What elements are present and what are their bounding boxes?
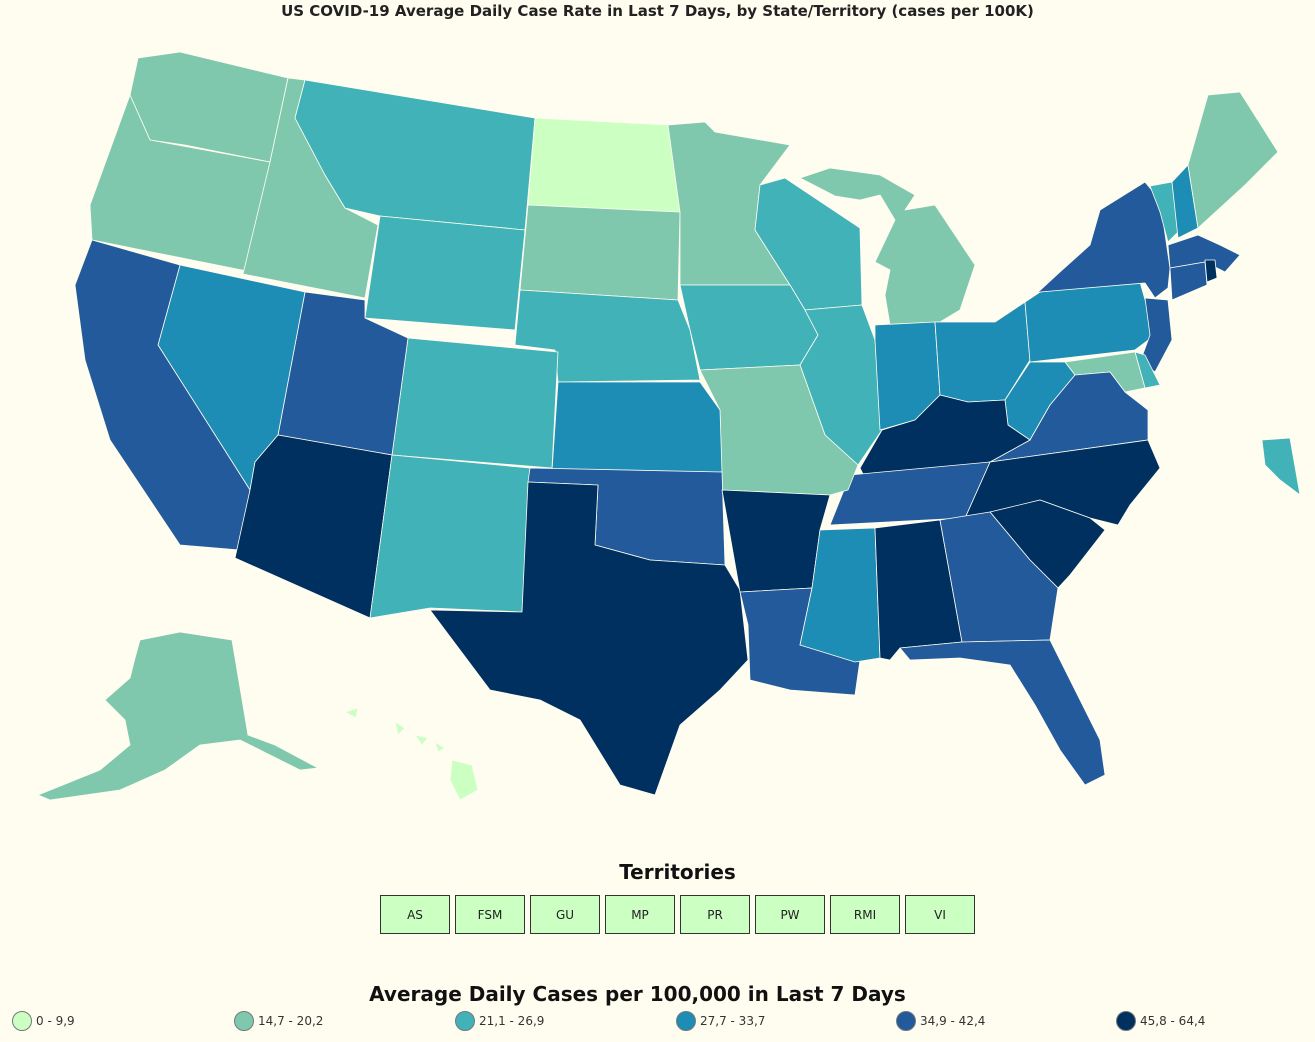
state-ND[interactable] (527, 117, 681, 213)
legend-item[interactable]: 0 - 9,9 (12, 1011, 75, 1031)
state-CT[interactable] (1169, 261, 1208, 301)
legend-item[interactable]: 14,7 - 20,2 (234, 1011, 323, 1031)
territory-button-fsm[interactable]: FSM (455, 895, 525, 934)
territories-row: AS FSM GU MP PR PW RMI VI (380, 895, 975, 934)
state-VT[interactable] (1149, 181, 1179, 243)
legend-label: 14,7 - 20,2 (258, 1014, 324, 1028)
state-NM[interactable] (369, 454, 531, 619)
legend-title: Average Daily Cases per 100,000 in Last … (369, 982, 906, 1006)
state-PA[interactable] (1024, 281, 1156, 363)
territory-button-gu[interactable]: GU (530, 895, 600, 934)
state-AZ[interactable] (234, 434, 393, 619)
territory-button-mp[interactable]: MP (605, 895, 675, 934)
territory-button-pr[interactable]: PR (680, 895, 750, 934)
state-AK[interactable] (37, 631, 319, 801)
territory-button-vi[interactable]: VI (905, 895, 975, 934)
state-ME[interactable] (1187, 91, 1279, 229)
legend-item[interactable]: 27,7 - 33,7 (676, 1011, 765, 1031)
state-CA[interactable] (74, 239, 251, 551)
legend-item[interactable]: 21,1 - 26,9 (455, 1011, 544, 1031)
state-TX[interactable] (429, 481, 749, 796)
legend-label: 27,7 - 33,7 (700, 1014, 766, 1028)
legend-swatch (12, 1011, 32, 1031)
territory-button-as[interactable]: AS (380, 895, 450, 934)
state-DC[interactable] (1261, 437, 1301, 496)
state-NJ[interactable] (1139, 297, 1173, 373)
territory-button-pw[interactable]: PW (755, 895, 825, 934)
us-choropleth-map (37, 51, 1301, 801)
territories-title: Territories (619, 860, 736, 884)
state-IA[interactable] (679, 284, 819, 371)
legend-item[interactable]: 34,9 - 42,4 (896, 1011, 985, 1031)
legend-swatch (676, 1011, 696, 1031)
legend-label: 45,8 - 64,4 (1140, 1014, 1206, 1028)
legend-label: 34,9 - 42,4 (920, 1014, 986, 1028)
territory-button-rmi[interactable]: RMI (830, 895, 900, 934)
state-NE[interactable] (514, 289, 701, 383)
legend-swatch (455, 1011, 475, 1031)
state-FL[interactable] (899, 639, 1106, 786)
legend-label: 21,1 - 26,9 (479, 1014, 545, 1028)
state-CO[interactable] (391, 337, 559, 469)
state-NY[interactable] (1034, 181, 1171, 299)
legend-swatch (896, 1011, 916, 1031)
legend-swatch (234, 1011, 254, 1031)
legend-label: 0 - 9,9 (36, 1014, 75, 1028)
state-HI[interactable] (344, 707, 479, 801)
map-title: US COVID-19 Average Daily Case Rate in L… (281, 2, 1034, 20)
legend-item[interactable]: 45,8 - 64,4 (1116, 1011, 1205, 1031)
state-RI[interactable] (1204, 259, 1218, 283)
state-KS[interactable] (551, 381, 723, 473)
legend-swatch (1116, 1011, 1136, 1031)
state-WY[interactable] (364, 215, 526, 331)
state-SD[interactable] (519, 204, 681, 301)
